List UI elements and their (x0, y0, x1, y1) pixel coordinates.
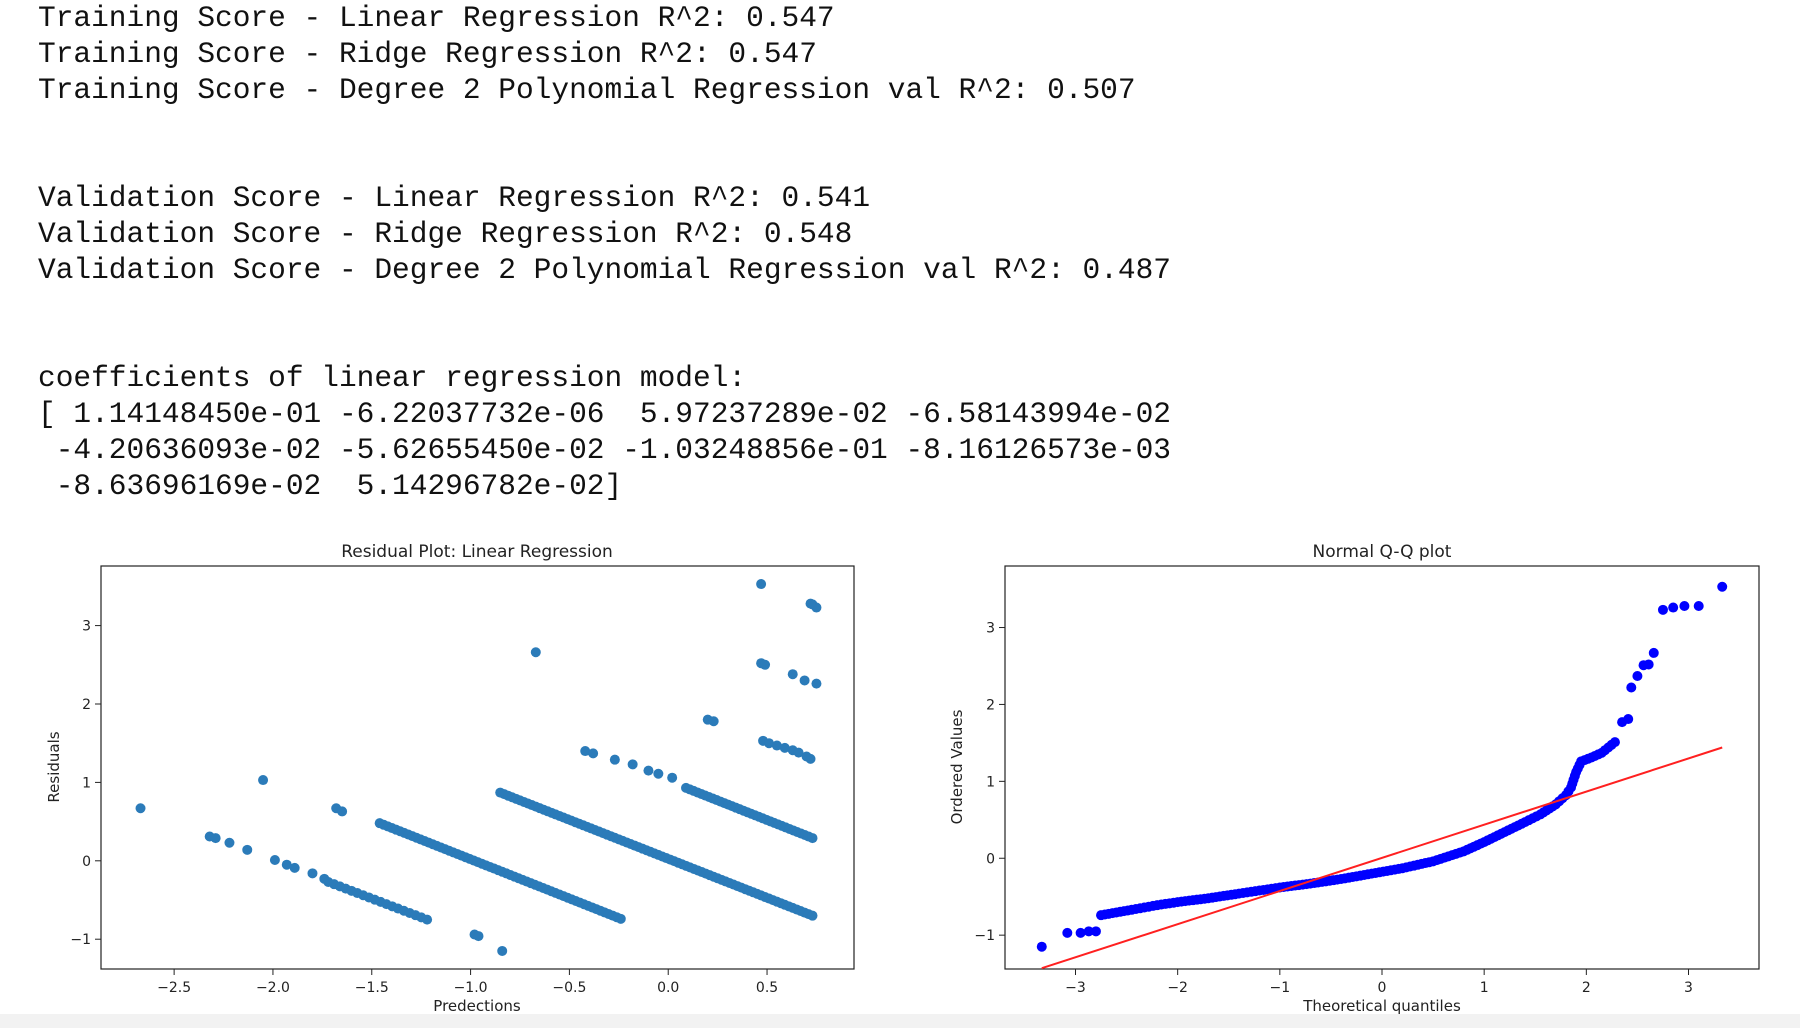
bottom-scroll-strip (0, 1014, 1800, 1028)
console-line: [ 1.14148450e-01 -6.22037732e-06 5.97237… (38, 397, 1171, 431)
console-line: -4.20636093e-02 -5.62655450e-02 -1.03248… (38, 433, 1171, 467)
y-tick-label: 0 (82, 854, 91, 870)
qq-plot-xlabel: Theoretical quantiles (1302, 997, 1461, 1014)
residual-point (764, 738, 775, 749)
residual-point (224, 837, 235, 848)
qq-fit-line (1041, 746, 1723, 970)
qq-point (1075, 927, 1086, 938)
console-output: Training Score - Linear Regression R^2: … (38, 0, 1171, 504)
console-line: -8.63696169e-02 5.14296782e-02] (38, 469, 623, 503)
residual-point (269, 855, 280, 866)
qq-point (1668, 602, 1679, 613)
residual-point (807, 910, 818, 921)
residual-plot-frame (100, 565, 855, 970)
residual-point (771, 740, 782, 751)
residual-point (580, 746, 591, 757)
residual-point (653, 768, 664, 779)
residual-point (805, 598, 816, 609)
x-tick-label: −2.5 (157, 980, 191, 996)
y-tick-label: 2 (986, 697, 995, 713)
y-tick-label: 0 (986, 851, 995, 867)
residual-plot-ylabel: Residuals (45, 731, 63, 802)
x-tick-label: −3 (1065, 980, 1086, 996)
residual-point (708, 716, 719, 727)
x-tick-label: 0.5 (756, 980, 778, 996)
x-tick-label: 1 (1480, 980, 1489, 996)
residual-point (627, 759, 638, 770)
qq-point (1083, 926, 1094, 937)
residual-point (807, 833, 818, 844)
y-tick-label: −1 (974, 928, 995, 944)
residual-point (667, 772, 678, 783)
qq-point (1693, 600, 1704, 611)
residual-point (135, 803, 146, 814)
y-tick-label: 3 (82, 619, 91, 635)
qq-point (1062, 927, 1073, 938)
x-tick-label: 3 (1684, 980, 1693, 996)
x-tick-label: −1 (1270, 980, 1291, 996)
qq-point (1623, 714, 1634, 725)
residual-point (793, 747, 804, 758)
qq-point (1643, 659, 1654, 670)
x-tick-label: −1.5 (355, 980, 389, 996)
x-tick-label: 2 (1582, 980, 1591, 996)
residual-plot: Residual Plot: Linear Regression −2.5 −2.… (45, 542, 855, 1014)
residual-point (210, 833, 221, 844)
x-tick-label: 0 (1378, 980, 1387, 996)
y-tick-label: 2 (82, 697, 91, 713)
residual-plot-xlabel: Predections (433, 997, 521, 1014)
qq-point (1036, 941, 1047, 952)
qq-plot-title: Normal Q-Q plot (1313, 542, 1452, 562)
residual-point (337, 806, 348, 817)
x-tick-label: −2.0 (256, 980, 290, 996)
residual-point (473, 931, 484, 942)
console-line: Validation Score - Ridge Regression R^2:… (38, 217, 853, 251)
y-tick-label: 3 (986, 621, 995, 637)
x-tick-label: −2 (1167, 980, 1188, 996)
console-line: Validation Score - Linear Regression R^2… (38, 181, 871, 215)
residual-point (756, 579, 767, 590)
residual-point (779, 742, 790, 753)
residual-point (258, 775, 269, 786)
qq-point (1657, 604, 1668, 615)
qq-point (1679, 600, 1690, 611)
x-tick-label: −1.0 (454, 980, 488, 996)
y-tick-label: −1 (70, 932, 91, 948)
qq-plot-ylabel: Ordered Values (948, 709, 966, 824)
console-line: Training Score - Ridge Regression R^2: 0… (38, 37, 817, 71)
console-line: Training Score - Linear Regression R^2: … (38, 1, 835, 35)
x-tick-label: 0.0 (657, 980, 679, 996)
residual-point (787, 669, 798, 680)
qq-point (1609, 737, 1620, 748)
residual-point (609, 754, 620, 765)
qq-point (1648, 647, 1659, 658)
y-tick-label: 1 (82, 775, 91, 791)
residual-plot-title: Residual Plot: Linear Regression (341, 542, 613, 562)
residual-point (643, 765, 654, 776)
qq-point (1632, 670, 1643, 681)
qq-point (1626, 682, 1637, 693)
residual-point (588, 748, 599, 759)
x-tick-label: −0.5 (552, 980, 586, 996)
residual-point (805, 753, 816, 764)
qq-point (1090, 926, 1101, 937)
residual-point (307, 868, 318, 879)
residual-point (811, 678, 822, 689)
console-line: Validation Score - Degree 2 Polynomial R… (38, 253, 1171, 287)
residual-point (281, 859, 292, 870)
y-tick-label: 1 (986, 774, 995, 790)
residual-point (615, 913, 626, 924)
residual-point (497, 945, 508, 956)
console-line: Training Score - Degree 2 Polynomial Reg… (38, 73, 1136, 107)
residual-point (422, 914, 433, 925)
console-line: coefficients of linear regression model: (38, 361, 747, 395)
residual-point (242, 844, 253, 855)
residual-point (530, 647, 541, 658)
qq-point (1717, 581, 1728, 592)
residual-point (799, 675, 810, 686)
residual-point (289, 862, 300, 873)
residual-point (760, 659, 771, 670)
qq-plot: Normal Q-Q plot −3 −2 −1 0 1 2 3 −1 0 1 2 3 Theoret… (948, 542, 1760, 1014)
